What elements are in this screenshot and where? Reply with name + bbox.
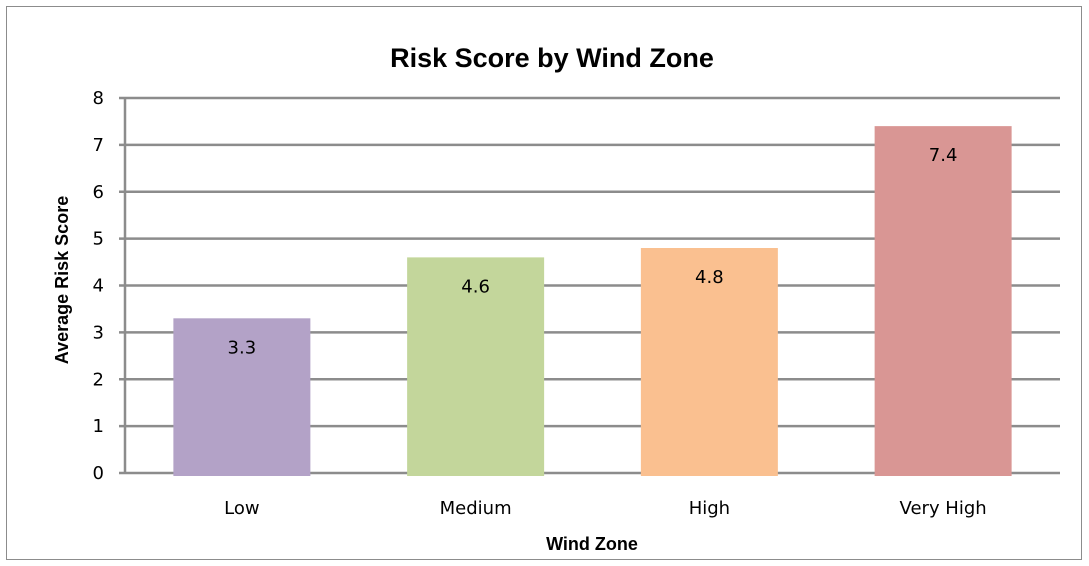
- x-tick-label-medium: Medium: [440, 498, 512, 519]
- data-label-high: 4.8: [695, 267, 724, 288]
- y-tick-label-1: 1: [93, 416, 104, 437]
- y-tick-label-2: 2: [93, 369, 104, 390]
- data-label-medium: 4.6: [461, 276, 490, 297]
- x-axis-label: Wind Zone: [546, 534, 638, 554]
- x-tick-label-low: Low: [224, 498, 259, 519]
- bars: [173, 126, 1012, 476]
- chart-title: Risk Score by Wind Zone: [390, 43, 714, 73]
- y-tick-label-5: 5: [93, 229, 104, 250]
- data-label-very-high: 7.4: [929, 145, 958, 166]
- bar-low: [173, 318, 311, 476]
- labels: 0 1 2 3 4 5 6 7 8 3.3 Low 4.6 Medium 4.8 High 7.4 Very H…: [93, 88, 987, 519]
- x-tick-label-very-high: Very High: [900, 498, 987, 519]
- y-tick-label-8: 8: [93, 88, 104, 109]
- y-tick-label-4: 4: [93, 276, 104, 297]
- y-tick-label-7: 7: [93, 135, 104, 156]
- y-tick-label-6: 6: [93, 182, 104, 203]
- bar-high: [640, 248, 778, 476]
- y-tick-label-0: 0: [93, 463, 104, 484]
- bar-medium: [407, 257, 545, 476]
- bar-very-high: [874, 126, 1012, 476]
- x-tick-label-high: High: [689, 498, 730, 519]
- data-label-low: 3.3: [228, 337, 257, 358]
- y-axis-label: Average Risk Score: [52, 196, 72, 364]
- y-tick-label-3: 3: [93, 322, 104, 343]
